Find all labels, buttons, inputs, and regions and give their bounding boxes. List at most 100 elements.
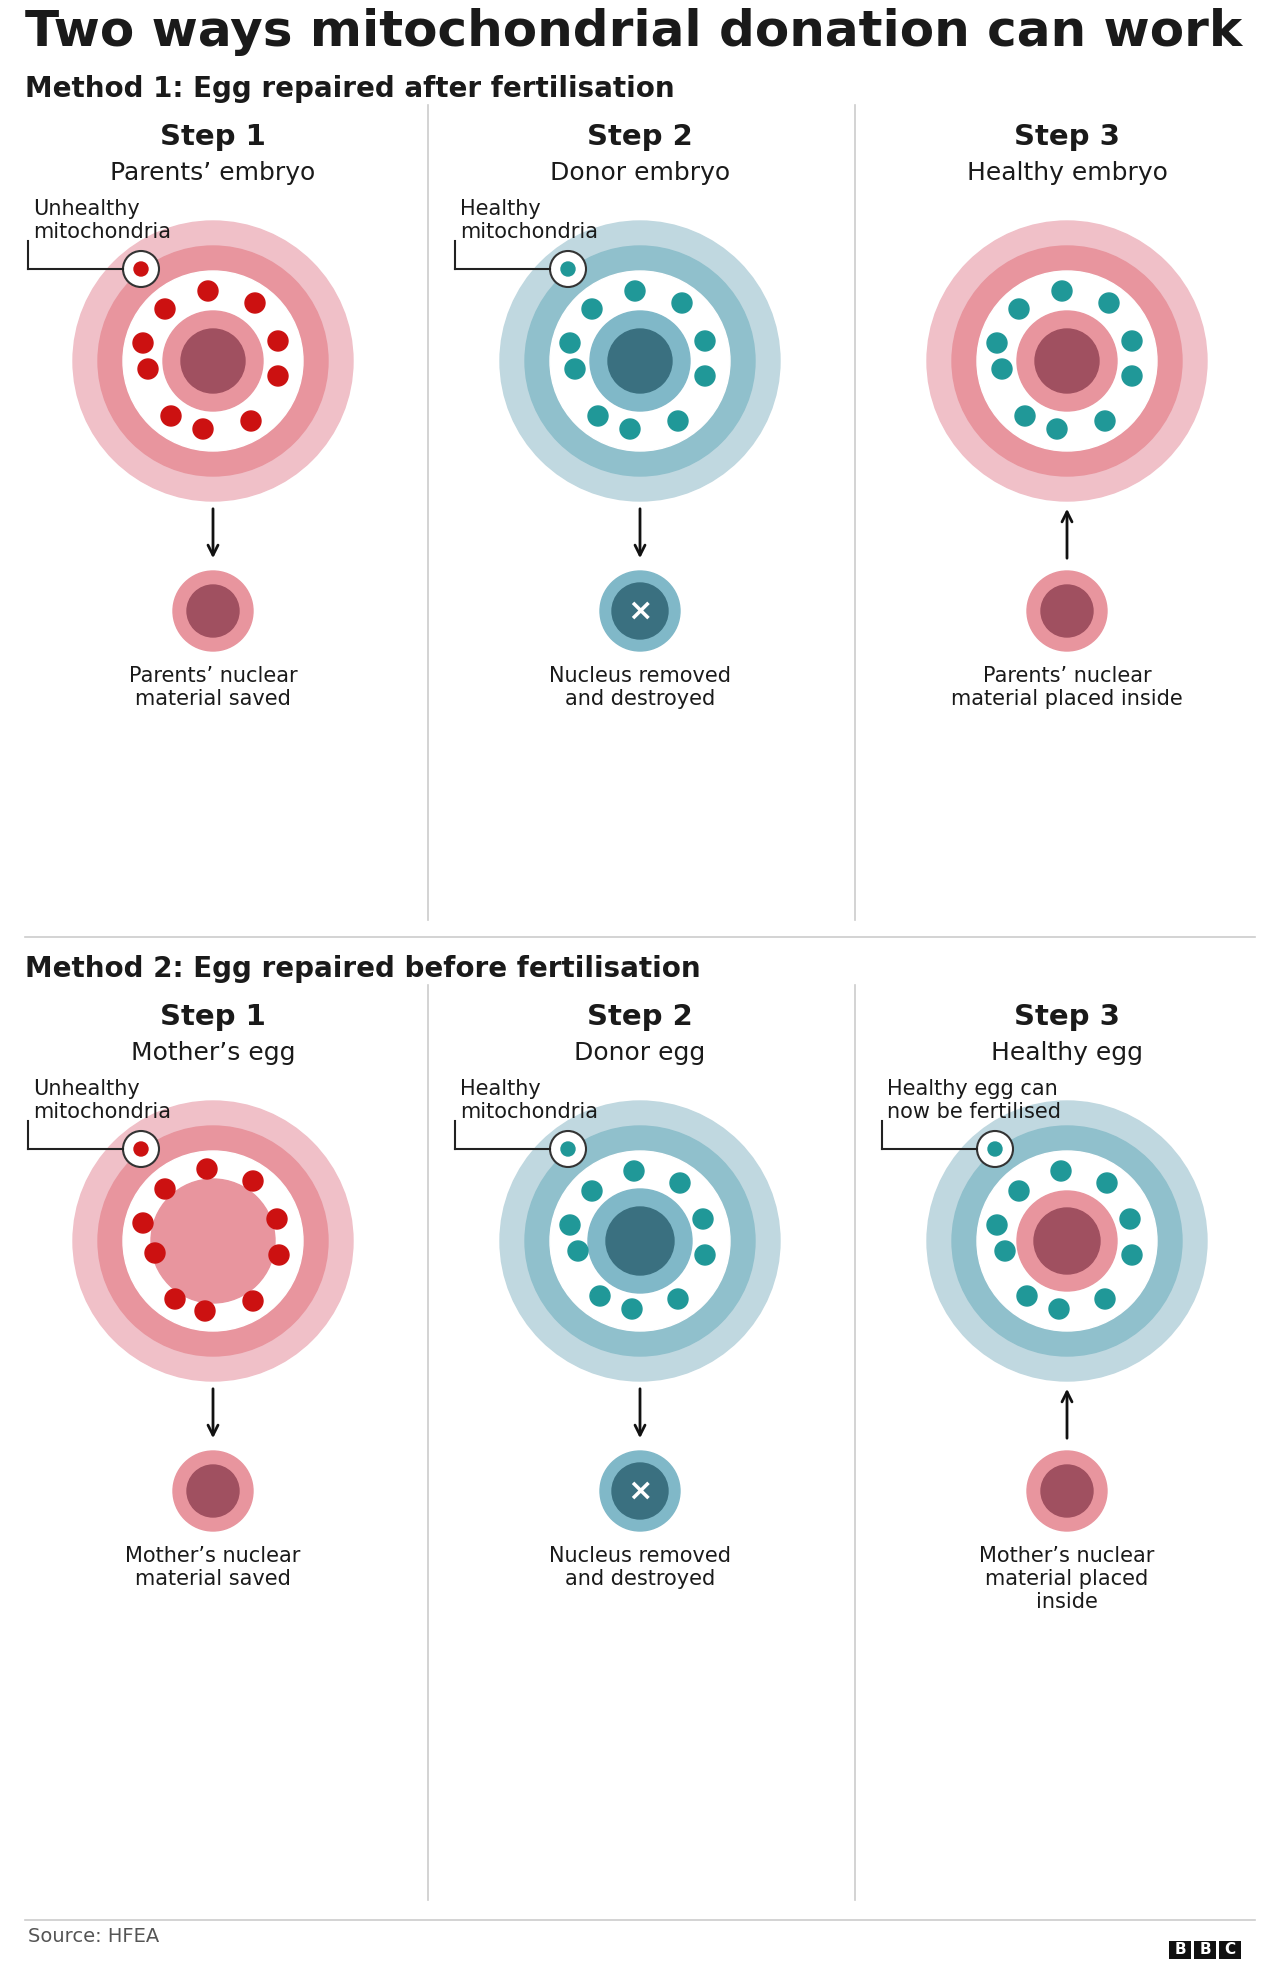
Circle shape: [155, 299, 175, 319]
Circle shape: [180, 329, 244, 394]
Circle shape: [977, 1151, 1157, 1330]
Circle shape: [1050, 1299, 1069, 1319]
Text: C: C: [1225, 1942, 1235, 1958]
Text: Parents’ nuclear
material placed inside: Parents’ nuclear material placed inside: [951, 665, 1183, 708]
Text: Nucleus removed
and destroyed: Nucleus removed and destroyed: [549, 1547, 731, 1590]
Circle shape: [1123, 366, 1142, 386]
Circle shape: [269, 1246, 289, 1265]
Circle shape: [99, 1126, 328, 1356]
Circle shape: [561, 262, 575, 276]
Circle shape: [163, 311, 262, 411]
Circle shape: [525, 246, 755, 476]
Circle shape: [987, 1214, 1007, 1236]
Circle shape: [550, 252, 586, 287]
FancyBboxPatch shape: [1219, 1940, 1242, 1958]
Circle shape: [1018, 1285, 1037, 1307]
Text: Unhealthy
mitochondria: Unhealthy mitochondria: [33, 199, 172, 242]
Circle shape: [1100, 293, 1119, 313]
Circle shape: [193, 419, 212, 439]
Circle shape: [187, 1464, 239, 1517]
Text: Healthy egg can
now be fertilised: Healthy egg can now be fertilised: [887, 1078, 1061, 1122]
Circle shape: [268, 1208, 287, 1228]
Text: Two ways mitochondrial donation can work: Two ways mitochondrial donation can work: [26, 8, 1243, 55]
Circle shape: [588, 405, 608, 425]
Circle shape: [1034, 1208, 1100, 1273]
Text: Step 3: Step 3: [1014, 1004, 1120, 1031]
Circle shape: [123, 1151, 303, 1330]
Circle shape: [155, 1179, 175, 1199]
Text: Mother’s nuclear
material saved: Mother’s nuclear material saved: [125, 1547, 301, 1590]
Circle shape: [977, 1132, 1012, 1167]
Circle shape: [605, 1206, 675, 1275]
Circle shape: [695, 331, 716, 350]
Circle shape: [151, 1179, 275, 1303]
Circle shape: [995, 1242, 1015, 1261]
FancyBboxPatch shape: [1194, 1940, 1216, 1958]
Circle shape: [1036, 329, 1100, 394]
Circle shape: [668, 1289, 689, 1309]
Text: Step 3: Step 3: [1014, 122, 1120, 152]
Text: Donor embryo: Donor embryo: [550, 161, 730, 185]
Circle shape: [612, 1462, 668, 1519]
Circle shape: [1018, 311, 1117, 411]
Circle shape: [525, 1126, 755, 1356]
Circle shape: [608, 329, 672, 394]
Circle shape: [134, 262, 148, 276]
Text: Step 1: Step 1: [160, 1004, 266, 1031]
Text: Unhealthy
mitochondria: Unhealthy mitochondria: [33, 1078, 172, 1122]
Text: Healthy embryo: Healthy embryo: [966, 161, 1167, 185]
Circle shape: [987, 333, 1007, 352]
Circle shape: [952, 1126, 1181, 1356]
Text: Healthy
mitochondria: Healthy mitochondria: [460, 199, 598, 242]
Circle shape: [73, 220, 353, 502]
Text: ×: ×: [627, 596, 653, 626]
Circle shape: [1094, 1289, 1115, 1309]
Circle shape: [550, 272, 730, 451]
Circle shape: [692, 1208, 713, 1228]
Text: Healthy egg: Healthy egg: [991, 1041, 1143, 1065]
Circle shape: [600, 571, 680, 651]
Circle shape: [550, 1151, 730, 1330]
Circle shape: [1123, 1246, 1142, 1265]
Circle shape: [500, 220, 780, 502]
Text: Step 2: Step 2: [588, 1004, 692, 1031]
Text: Nucleus removed
and destroyed: Nucleus removed and destroyed: [549, 665, 731, 708]
Circle shape: [99, 246, 328, 476]
Circle shape: [1018, 1191, 1117, 1291]
Circle shape: [268, 331, 288, 350]
Circle shape: [600, 1450, 680, 1531]
Text: Donor egg: Donor egg: [575, 1041, 705, 1065]
Circle shape: [622, 1299, 643, 1319]
Circle shape: [988, 1141, 1002, 1155]
Circle shape: [561, 1214, 580, 1236]
Circle shape: [123, 252, 159, 287]
Circle shape: [123, 1132, 159, 1167]
Circle shape: [625, 1161, 644, 1181]
Circle shape: [73, 1100, 353, 1382]
Circle shape: [500, 1100, 780, 1382]
Circle shape: [1009, 299, 1029, 319]
Circle shape: [992, 358, 1012, 380]
Circle shape: [195, 1301, 215, 1321]
Text: B: B: [1174, 1942, 1185, 1958]
Circle shape: [187, 584, 239, 638]
Circle shape: [927, 220, 1207, 502]
Text: Method 1: Egg repaired after fertilisation: Method 1: Egg repaired after fertilisati…: [26, 75, 675, 102]
Circle shape: [173, 571, 253, 651]
Circle shape: [1051, 1161, 1071, 1181]
Circle shape: [582, 299, 602, 319]
Text: B: B: [1199, 1942, 1211, 1958]
Text: Mother’s nuclear
material placed
inside: Mother’s nuclear material placed inside: [979, 1547, 1155, 1612]
Circle shape: [695, 366, 716, 386]
Circle shape: [1120, 1208, 1140, 1228]
FancyBboxPatch shape: [1169, 1940, 1190, 1958]
Circle shape: [582, 1181, 602, 1200]
Text: ×: ×: [627, 1476, 653, 1506]
Circle shape: [1097, 1173, 1117, 1193]
Circle shape: [1094, 411, 1115, 431]
Circle shape: [612, 583, 668, 640]
Circle shape: [550, 1132, 586, 1167]
Text: Source: HFEA: Source: HFEA: [28, 1927, 159, 1946]
Circle shape: [198, 281, 218, 301]
Text: Parents’ nuclear
material saved: Parents’ nuclear material saved: [129, 665, 297, 708]
